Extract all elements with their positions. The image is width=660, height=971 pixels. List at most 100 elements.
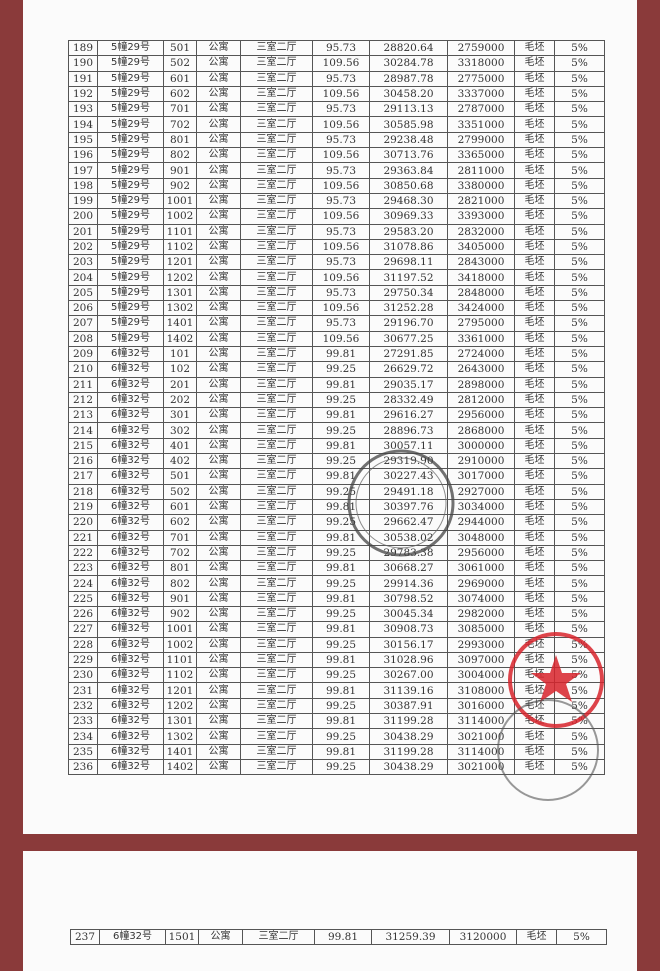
- building-cell: 6幢32号: [97, 483, 164, 500]
- total-price-cell: 3418000: [447, 269, 515, 286]
- area-cell: 99.81: [312, 682, 370, 699]
- finish-status-cell: 毛坯: [514, 728, 555, 745]
- table-row: 233 6幢32号 1301 公寓 三室二厅 99.81 31199.28 3114000 毛坯…: [68, 713, 605, 730]
- room-number-cell: 102: [163, 361, 197, 378]
- row-number-cell: 200: [68, 208, 98, 225]
- row-number-cell: 236: [68, 758, 98, 776]
- unit-price-cell: 31199.28: [369, 743, 448, 760]
- property-type-cell: 公寓: [196, 315, 241, 332]
- percentage-cell: 5%: [556, 928, 607, 946]
- property-type-cell: 公寓: [196, 667, 241, 684]
- finish-status-cell: 毛坯: [514, 70, 555, 87]
- percentage-cell: 5%: [554, 651, 605, 669]
- area-cell: 99.81: [312, 345, 370, 363]
- unit-price-cell: 31259.39: [371, 928, 450, 946]
- percentage-cell: 5%: [554, 254, 605, 271]
- unit-price-cell: 29238.48: [369, 131, 448, 149]
- property-type-cell: 公寓: [196, 575, 241, 592]
- percentage-cell: 5%: [554, 667, 605, 684]
- property-type-cell: 公寓: [196, 651, 241, 669]
- property-type-cell: 公寓: [196, 728, 241, 745]
- building-cell: 6幢32号: [97, 575, 164, 592]
- unit-price-cell: 30156.17: [369, 636, 448, 653]
- property-type-cell: 公寓: [196, 743, 241, 760]
- area-cell: 99.25: [312, 636, 370, 653]
- row-number-cell: 189: [68, 39, 98, 57]
- row-number-cell: 192: [68, 85, 98, 103]
- layout-cell: 三室二厅: [240, 223, 313, 240]
- finish-status-cell: 毛坯: [514, 345, 555, 363]
- area-cell: 99.25: [312, 514, 370, 531]
- unit-price-cell: 30284.78: [369, 55, 448, 72]
- area-cell: 99.25: [312, 575, 370, 592]
- building-cell: 6幢32号: [97, 758, 164, 776]
- total-price-cell: 3004000: [447, 667, 515, 684]
- building-cell: 6幢32号: [97, 605, 164, 623]
- finish-status-cell: 毛坯: [514, 330, 555, 347]
- table-row: 224 6幢32号 802 公寓 三室二厅 99.25 29914.36 2969000 毛坯 5…: [68, 575, 605, 592]
- layout-cell: 三室二厅: [240, 147, 313, 164]
- total-price-cell: 2812000: [447, 391, 515, 409]
- row-number-cell: 202: [68, 238, 98, 256]
- table-row: 221 6幢32号 701 公寓 三室二厅 99.81 30538.02 3048000 毛坯 5…: [68, 529, 605, 546]
- percentage-cell: 5%: [554, 162, 605, 179]
- percentage-cell: 5%: [554, 376, 605, 393]
- percentage-cell: 5%: [554, 39, 605, 57]
- layout-cell: 三室二厅: [240, 560, 313, 577]
- room-number-cell: 602: [163, 85, 197, 103]
- room-number-cell: 701: [163, 529, 197, 546]
- unit-price-cell: 26629.72: [369, 361, 448, 378]
- table-row: 195 5幢29号 801 公寓 三室二厅 95.73 29238.48 2799000 毛坯 5…: [68, 131, 605, 149]
- layout-cell: 三室二厅: [240, 361, 313, 378]
- property-type-cell: 公寓: [196, 682, 241, 699]
- property-type-cell: 公寓: [196, 345, 241, 363]
- table-row: 194 5幢29号 702 公寓 三室二厅 109.56 30585.98 3351000 毛坯…: [68, 116, 605, 133]
- total-price-cell: 2643000: [447, 361, 515, 378]
- property-type-cell: 公寓: [196, 85, 241, 103]
- property-type-cell: 公寓: [196, 376, 241, 393]
- layout-cell: 三室二厅: [240, 254, 313, 271]
- layout-cell: 三室二厅: [240, 284, 313, 302]
- room-number-cell: 1102: [163, 667, 197, 684]
- building-cell: 6幢32号: [97, 651, 164, 669]
- table-row: 192 5幢29号 602 公寓 三室二厅 109.56 30458.20 3337000 毛坯…: [68, 85, 605, 103]
- layout-cell: 三室二厅: [240, 391, 313, 409]
- finish-status-cell: 毛坯: [514, 437, 555, 455]
- property-type-cell: 公寓: [196, 284, 241, 302]
- building-cell: 5幢29号: [97, 300, 164, 317]
- row-number-cell: 214: [68, 422, 98, 439]
- unit-price-cell: 31078.86: [369, 238, 448, 256]
- area-cell: 109.56: [312, 208, 370, 225]
- room-number-cell: 701: [163, 101, 197, 118]
- room-number-cell: 1301: [163, 284, 197, 302]
- percentage-cell: 5%: [554, 192, 605, 210]
- total-price-cell: 3380000: [447, 177, 515, 194]
- property-type-cell: 公寓: [196, 391, 241, 409]
- area-cell: 99.81: [312, 621, 370, 638]
- area-cell: 99.81: [312, 437, 370, 455]
- property-type-cell: 公寓: [196, 529, 241, 546]
- percentage-cell: 5%: [554, 498, 605, 516]
- total-price-cell: 3114000: [447, 713, 515, 730]
- property-type-cell: 公寓: [196, 147, 241, 164]
- property-type-cell: 公寓: [196, 101, 241, 118]
- percentage-cell: 5%: [554, 208, 605, 225]
- total-price-cell: 3120000: [449, 928, 517, 946]
- percentage-cell: 5%: [554, 147, 605, 164]
- property-type-cell: 公寓: [196, 238, 241, 256]
- room-number-cell: 1302: [163, 300, 197, 317]
- area-cell: 99.25: [312, 391, 370, 409]
- table-row: 200 5幢29号 1002 公寓 三室二厅 109.56 30969.33 3393000 毛…: [68, 208, 605, 225]
- unit-price-cell: 31028.96: [369, 651, 448, 669]
- layout-cell: 三室二厅: [240, 758, 313, 776]
- unit-price-cell: 30057.11: [369, 437, 448, 455]
- table-row: 227 6幢32号 1001 公寓 三室二厅 99.81 30908.73 3085000 毛坯…: [68, 621, 605, 638]
- unit-price-cell: 30267.00: [369, 667, 448, 684]
- room-number-cell: 1402: [163, 330, 197, 347]
- table-row: 218 6幢32号 502 公寓 三室二厅 99.25 29491.18 2927000 毛坯 5…: [68, 483, 605, 500]
- building-cell: 6幢32号: [97, 468, 164, 485]
- total-price-cell: 3108000: [447, 682, 515, 699]
- total-price-cell: 2956000: [447, 407, 515, 424]
- area-cell: 109.56: [312, 238, 370, 256]
- table-row: 213 6幢32号 301 公寓 三室二厅 99.81 29616.27 2956000 毛坯 5…: [68, 407, 605, 424]
